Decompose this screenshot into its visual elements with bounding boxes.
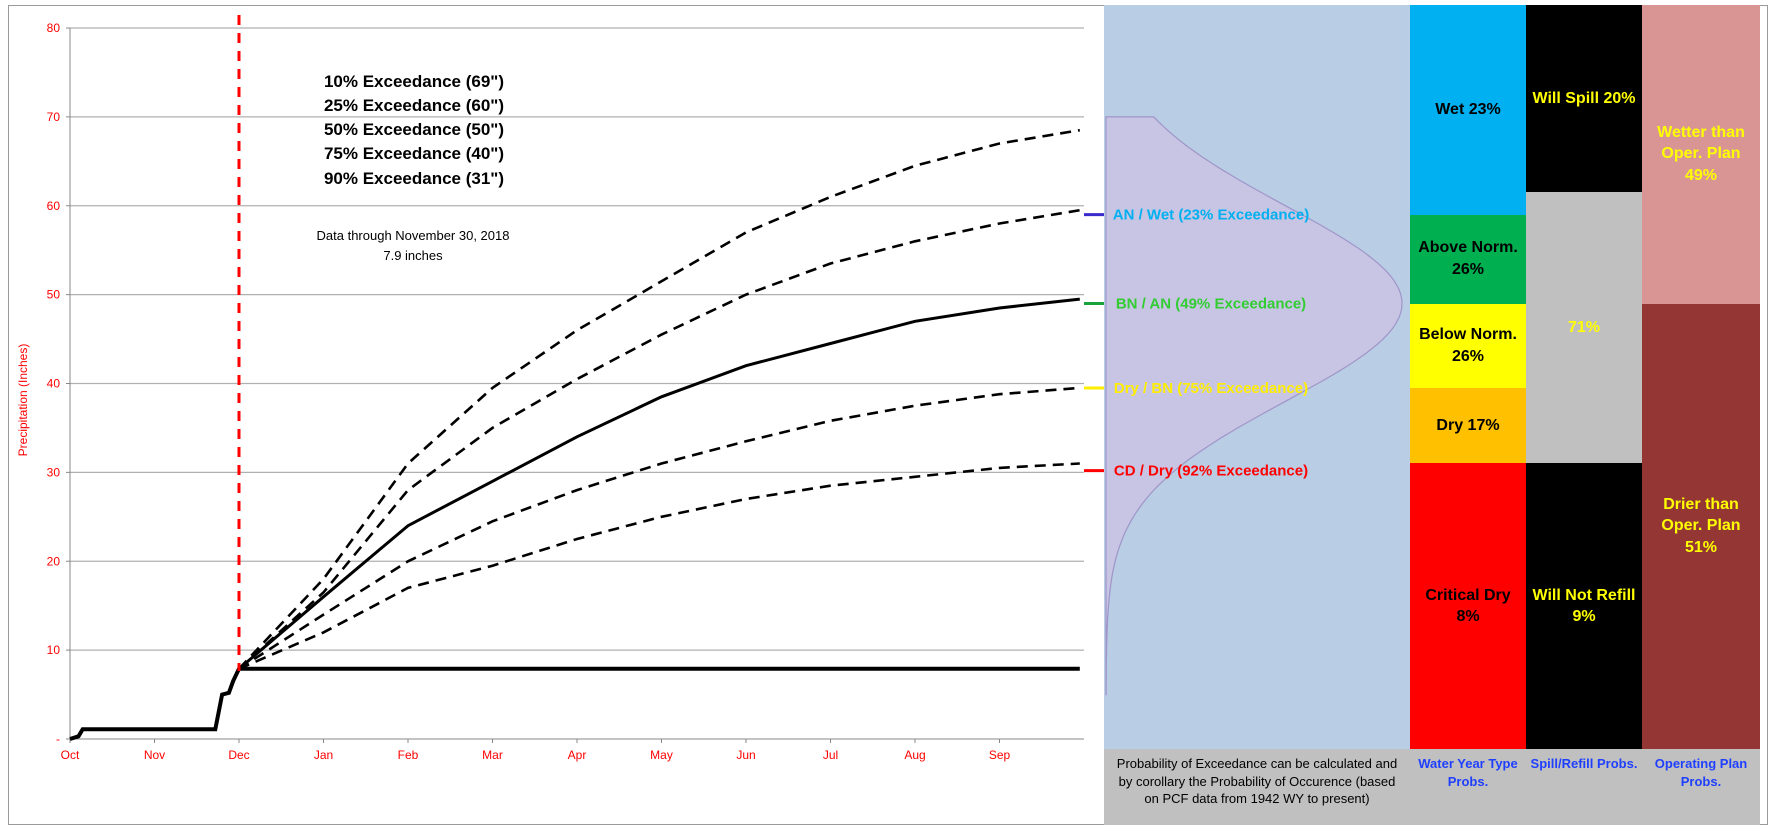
segment-label: Below Norm. 26% — [1419, 326, 1517, 365]
y-tick-label: - — [56, 732, 60, 746]
axes: - 10 20 30 40 50 60 70 80 Oct Nov Dec Jan Feb Mar Apr Ma… — [47, 21, 1084, 762]
water-year-footer-text: Water Year Type Probs. — [1418, 756, 1518, 789]
spill-refill-footer-text: Spill/Refill Probs. — [1530, 756, 1638, 771]
observed-precipitation-line — [69, 666, 1080, 741]
y-tick-label: 60 — [47, 199, 61, 213]
spill-segment: 71% — [1526, 192, 1642, 464]
data-annotation: Data through November 30, 2018 7.9 inche… — [317, 228, 510, 263]
legend-entry: 10% Exceedance (69") — [324, 72, 504, 91]
y-tick-label: 70 — [47, 110, 61, 124]
segment-label: Will Spill 20% — [1532, 89, 1636, 107]
segment-label: 71% — [1567, 319, 1601, 337]
spill-refill-footer: Spill/Refill Probs. — [1526, 749, 1642, 825]
operating-plan-footer: Operating Plan Probs. — [1642, 749, 1760, 825]
threshold-markers: AN / Wet (23% Exceedance) BN / AN (49% Ex… — [1084, 207, 1309, 480]
y-tick-label: 40 — [47, 377, 61, 391]
exceedance-note: Probability of Exceedance can be calcula… — [1104, 749, 1410, 825]
annotation-date: Data through November 30, 2018 — [317, 228, 510, 243]
y-tick-label: 20 — [47, 554, 61, 568]
water-year-footer: Water Year Type Probs. — [1410, 749, 1526, 825]
segment-label: Dry 17% — [1436, 416, 1500, 434]
operating-segment: Wetter than Oper. Plan 49% — [1642, 5, 1760, 304]
y-tick-label: 30 — [47, 465, 61, 479]
segment-label: Drier than Oper. Plan 51% — [1661, 495, 1741, 557]
water-year-segment: Above Norm. 26% — [1410, 214, 1526, 304]
y-tick-label: 50 — [47, 288, 61, 302]
x-tick-label: May — [650, 748, 673, 762]
figure: - 10 20 30 40 50 60 70 80 Oct Nov Dec Jan Feb Mar Apr Ma… — [8, 5, 1768, 825]
operating-plan-footer-text: Operating Plan Probs. — [1654, 756, 1748, 789]
threshold-label: AN / Wet (23% Exceedance) — [1113, 207, 1309, 224]
x-tick-label: Jun — [736, 748, 755, 762]
series-line — [238, 386, 1080, 670]
probability-curve — [1105, 116, 1403, 696]
x-tick-label: Nov — [144, 748, 165, 762]
x-tick-label: Oct — [61, 748, 80, 762]
series-lines — [69, 15, 1081, 741]
exceedance-note-text: Probability of Exceedance can be calcula… — [1116, 756, 1398, 807]
segment-label: Wet 23% — [1435, 101, 1501, 119]
series-line — [238, 128, 1081, 670]
x-tick-label: Apr — [568, 748, 587, 762]
y-axis-label: Precipitation (Inches) — [16, 344, 30, 457]
spill-segment: Will Not Refill 9% — [1526, 463, 1642, 749]
bell-curve — [1105, 116, 1403, 696]
segment-label: Critical Dry 8% — [1425, 586, 1511, 626]
legend-box: 10% Exceedance (69") 25% Exceedance (60"… — [324, 72, 504, 188]
legend-entry: 75% Exceedance (40") — [324, 144, 504, 163]
x-tick-label: Feb — [398, 748, 419, 762]
threshold-label: CD / Dry (92% Exceedance) — [1114, 463, 1308, 480]
series-line — [238, 208, 1081, 670]
legend-entry: 25% Exceedance (60") — [324, 96, 504, 115]
operating-segment: Drier than Oper. Plan 51% — [1642, 303, 1760, 749]
water-year-segment: Wet 23% — [1410, 5, 1526, 215]
series-line — [238, 297, 1080, 670]
annotation-value: 7.9 inches — [383, 248, 443, 263]
x-tick-label: Mar — [482, 748, 503, 762]
water-year-segment: Dry 17% — [1410, 387, 1526, 464]
legend-entry: 90% Exceedance (31") — [324, 169, 504, 188]
x-tick-label: Sep — [989, 748, 1011, 762]
segment-label: Will Not Refill 9% — [1532, 586, 1636, 626]
threshold-label: Dry / BN (75% Exceedance) — [1114, 380, 1308, 397]
x-tick-label: Jan — [314, 748, 333, 762]
spill-segment: Will Spill 20% — [1526, 5, 1642, 193]
water-year-segment: Critical Dry 8% — [1410, 463, 1526, 749]
threshold-label: BN / AN (49% Exceedance) — [1116, 296, 1306, 313]
water-year-segment: Below Norm. 26% — [1410, 303, 1526, 388]
x-tick-label: Jul — [823, 748, 838, 762]
segment-label: Above Norm. 26% — [1418, 239, 1518, 279]
x-tick-label: Aug — [904, 748, 925, 762]
y-tick-label: 10 — [47, 643, 61, 657]
y-tick-label: 80 — [47, 21, 61, 35]
x-tick-label: Dec — [228, 748, 249, 762]
segment-label: Wetter than Oper. Plan 49% — [1657, 123, 1745, 185]
legend-entry: 50% Exceedance (50") — [324, 120, 504, 139]
series-line — [238, 462, 1080, 670]
